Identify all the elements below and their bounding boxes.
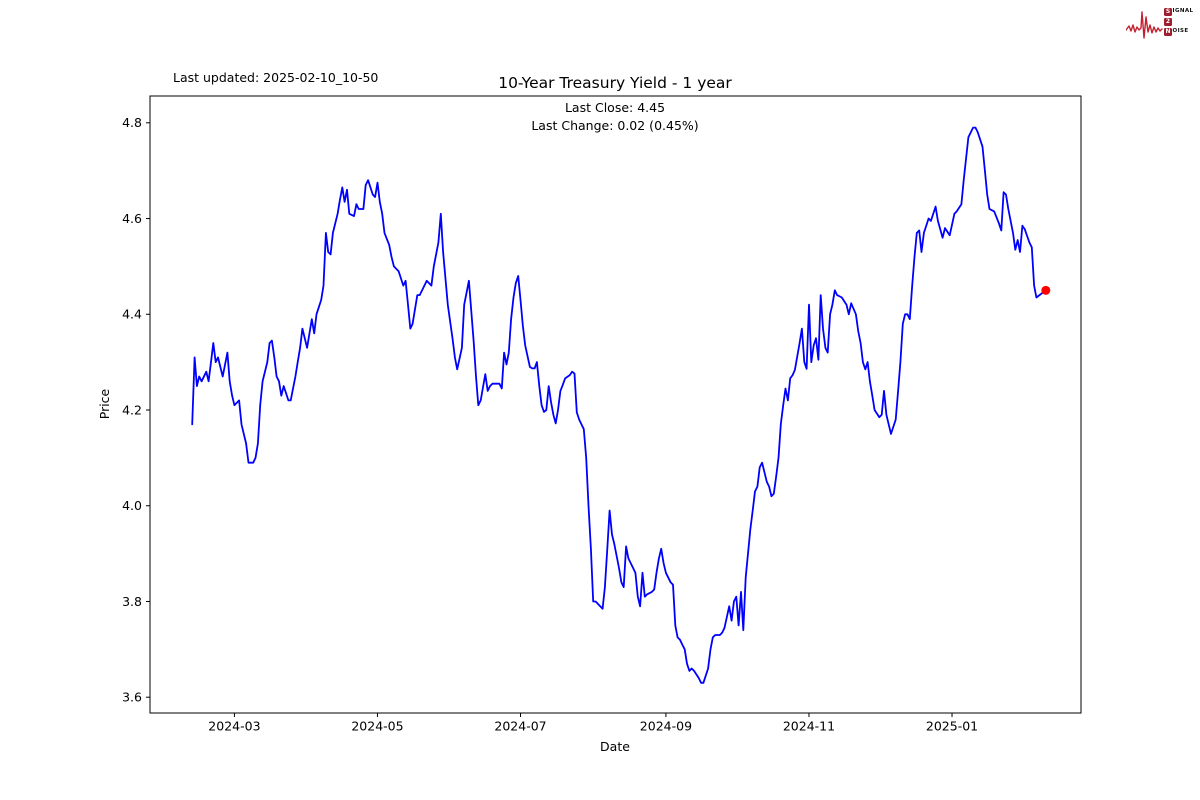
x-tick-label: 2024-05 — [351, 719, 403, 734]
last-change-subtitle: Last Change: 0.02 (0.45%) — [531, 118, 698, 133]
last-point-marker — [1041, 285, 1051, 295]
signal2noise-logo: S IGNAL 2 N OISE — [1126, 5, 1200, 45]
y-tick-label: 3.6 — [122, 690, 142, 705]
logo-row-2: 2 — [1164, 18, 1193, 26]
x-tick-label: 2024-07 — [494, 719, 546, 734]
y-tick-label: 4.4 — [122, 307, 142, 322]
logo-letter-n: N — [1164, 28, 1172, 36]
x-tick-label: 2024-03 — [208, 719, 260, 734]
logo-letter-s: S — [1164, 8, 1172, 16]
y-tick-label: 4.8 — [122, 115, 142, 130]
ekg-waveform-icon — [1126, 11, 1163, 39]
chart-title: 10-Year Treasury Yield - 1 year — [498, 74, 732, 92]
logo-row-noise: N OISE — [1164, 28, 1193, 36]
logo-text-ignal: IGNAL — [1172, 8, 1194, 15]
y-tick-label: 4.2 — [122, 402, 142, 417]
x-axis-label: Date — [600, 739, 630, 754]
plot-area: 3.6 3.8 4.0 4.2 4.4 4.6 4.8 2024-03 2024-05 2024-… — [122, 95, 1082, 734]
logo-text-oise: OISE — [1172, 28, 1189, 35]
last-close-subtitle: Last Close: 4.45 — [565, 100, 665, 115]
y-tick-label: 4.0 — [122, 498, 142, 513]
logo-wordmark: S IGNAL 2 N OISE — [1164, 8, 1193, 36]
logo-row-signal: S IGNAL — [1164, 8, 1193, 16]
x-tick-label: 2024-09 — [640, 719, 692, 734]
last-updated-text: Last updated: 2025-02-10_10-50 — [173, 70, 379, 85]
x-tick-label: 2025-01 — [926, 719, 978, 734]
y-tick-label: 4.6 — [122, 211, 142, 226]
y-axis-label: Price — [97, 388, 112, 419]
logo-letter-2: 2 — [1164, 18, 1172, 26]
x-tick-label: 2024-11 — [783, 719, 835, 734]
y-tick-label: 3.8 — [122, 594, 142, 609]
chart-line — [191, 126, 1047, 684]
plot-border — [149, 95, 1082, 714]
